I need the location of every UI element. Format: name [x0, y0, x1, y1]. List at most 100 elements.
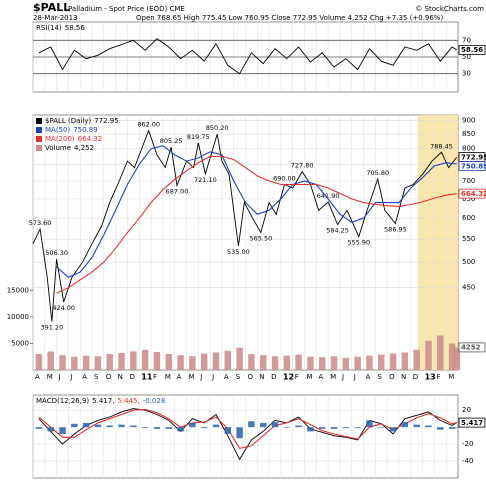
annotation: 565.50 [249, 235, 272, 243]
legend-value: -0.028 [143, 397, 166, 405]
legend-value: 5.417, [92, 397, 114, 405]
volume-bar [307, 356, 314, 370]
annotation: 862.00 [137, 121, 160, 129]
histogram-bar [106, 425, 113, 428]
x-tick-label: 11 [141, 373, 153, 382]
histogram-bar [366, 420, 373, 428]
legend-name: RSI(14) [36, 24, 62, 32]
legend-name: $PALL (Daily) [45, 117, 91, 125]
annotation: 641.90 [317, 192, 340, 200]
x-tick-label: A [224, 373, 229, 381]
y-tick-label: 450 [462, 284, 475, 292]
histogram-bar [94, 424, 102, 428]
x-tick-label: N [401, 373, 406, 381]
y-tick-label: 20 [462, 406, 471, 414]
x-tick-label: M [330, 373, 336, 381]
y2-tick-label: 5000 [11, 339, 29, 347]
x-tick-label: J [353, 373, 356, 381]
histogram-bar [448, 427, 456, 429]
annotation: 788.45 [430, 142, 453, 150]
y-tick-label: 50 [462, 53, 471, 61]
x-tick-label: A [35, 373, 40, 381]
histogram-bar [165, 427, 173, 429]
y2-tick-label: 15000 [7, 286, 29, 294]
x-tick-label: A [82, 373, 87, 381]
histogram-bar [330, 427, 338, 429]
date: 28-Mar-2013 [33, 14, 78, 22]
x-tick-label: F [153, 373, 157, 381]
histogram-bar [271, 422, 279, 428]
volume-bar [448, 343, 456, 370]
legend-value: 664.32 [78, 135, 103, 143]
volume-bar [318, 357, 326, 370]
y-tick-label: 650 [462, 195, 475, 203]
x-tick-label: O [106, 373, 112, 381]
volume-bar [342, 357, 350, 370]
histogram-bar [177, 427, 184, 432]
histogram-bar [378, 427, 385, 428]
volume-bar [366, 355, 373, 370]
volume-bar [437, 335, 444, 370]
series-line [38, 408, 458, 461]
quote: Open 768.65 High 775.45 Low 760.95 Close… [136, 14, 443, 22]
annotation: 506.30 [45, 249, 68, 257]
histogram-bar [453, 427, 461, 428]
histogram-bar [47, 427, 54, 432]
histogram-bar [118, 424, 125, 428]
credit: © StockCharts.com [415, 5, 484, 13]
histogram-bar [413, 424, 420, 428]
x-tick-label: S [236, 373, 241, 381]
edge-label: 5.417 [461, 419, 483, 427]
edge-label-box [458, 417, 486, 428]
x-tick-label: O [248, 373, 254, 381]
volume-bar [59, 355, 66, 370]
volume-bar [94, 356, 102, 370]
legend-name: MACD(12,26,9) [36, 397, 89, 405]
series-line [56, 155, 457, 294]
legend-name: Volume [45, 144, 71, 152]
x-tick-label: D [271, 373, 276, 381]
annotation: 586.95 [384, 226, 407, 234]
volume-bar [389, 353, 397, 370]
histogram-bar [425, 425, 432, 428]
annotation: 727.80 [291, 162, 314, 170]
x-tick-label: F [295, 373, 299, 381]
x-tick-label: J [69, 373, 72, 381]
histogram-bar [224, 427, 232, 434]
y-tick-label: 30 [462, 70, 471, 78]
volume-bar [271, 356, 279, 370]
histogram-bar [354, 427, 361, 429]
y2-tick-label: 10000 [7, 313, 29, 321]
annotation: 819.75 [187, 133, 210, 141]
histogram-bar [59, 427, 66, 434]
volume-bar [224, 350, 232, 370]
histogram-bar [35, 427, 43, 429]
legend-value: 772.95 [94, 117, 119, 125]
legend-swatch [36, 127, 42, 133]
x-tick-label: 12 [283, 373, 294, 382]
legend-name: MA(200) [45, 135, 75, 143]
volume-bar [453, 347, 461, 370]
y-tick-label: 700 [462, 177, 475, 185]
y-tick-label: 850 [462, 130, 475, 138]
volume-bar [283, 355, 291, 370]
edge-label: 750.89 [461, 162, 486, 170]
edge-label-box [458, 188, 486, 199]
x-tick-label: S [94, 373, 99, 381]
x-tick-label: J [341, 373, 344, 381]
x-tick-label: A [177, 373, 182, 381]
volume-bar [259, 355, 267, 370]
legend-name: MA(50) [45, 126, 70, 134]
histogram-bar [71, 423, 78, 428]
volume-bar [106, 354, 113, 370]
volume-bar [248, 354, 255, 370]
histogram-bar [401, 422, 409, 428]
annotation: 687.00 [166, 188, 189, 196]
volume-bar [413, 349, 420, 370]
volume-bar [401, 352, 409, 370]
annotation: 805.25 [160, 137, 183, 145]
x-tick-label: M [165, 373, 171, 381]
histogram-bar [130, 425, 137, 428]
annotation: 573.60 [29, 219, 52, 227]
